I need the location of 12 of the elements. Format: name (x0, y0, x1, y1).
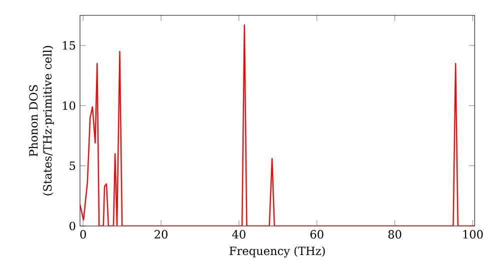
x-tick-label: 40 (232, 230, 246, 239)
y-tick-label: 5 (70, 162, 76, 170)
y-tick-label: 0 (70, 222, 76, 230)
x-tick-label: 0 (80, 230, 86, 239)
y-tick-label: 15 (62, 41, 76, 50)
x-tick-label: 100 (463, 230, 483, 239)
x-tick-label: 20 (154, 230, 168, 239)
x-tick-label: 60 (310, 230, 324, 239)
x-axis-title: Frequency (THz) (230, 246, 325, 258)
x-tick-label: 80 (388, 230, 402, 239)
y-tick-label: 10 (62, 101, 76, 110)
y-axis-title: Phonon DOS (States/THz·primitive cell) (28, 46, 54, 196)
